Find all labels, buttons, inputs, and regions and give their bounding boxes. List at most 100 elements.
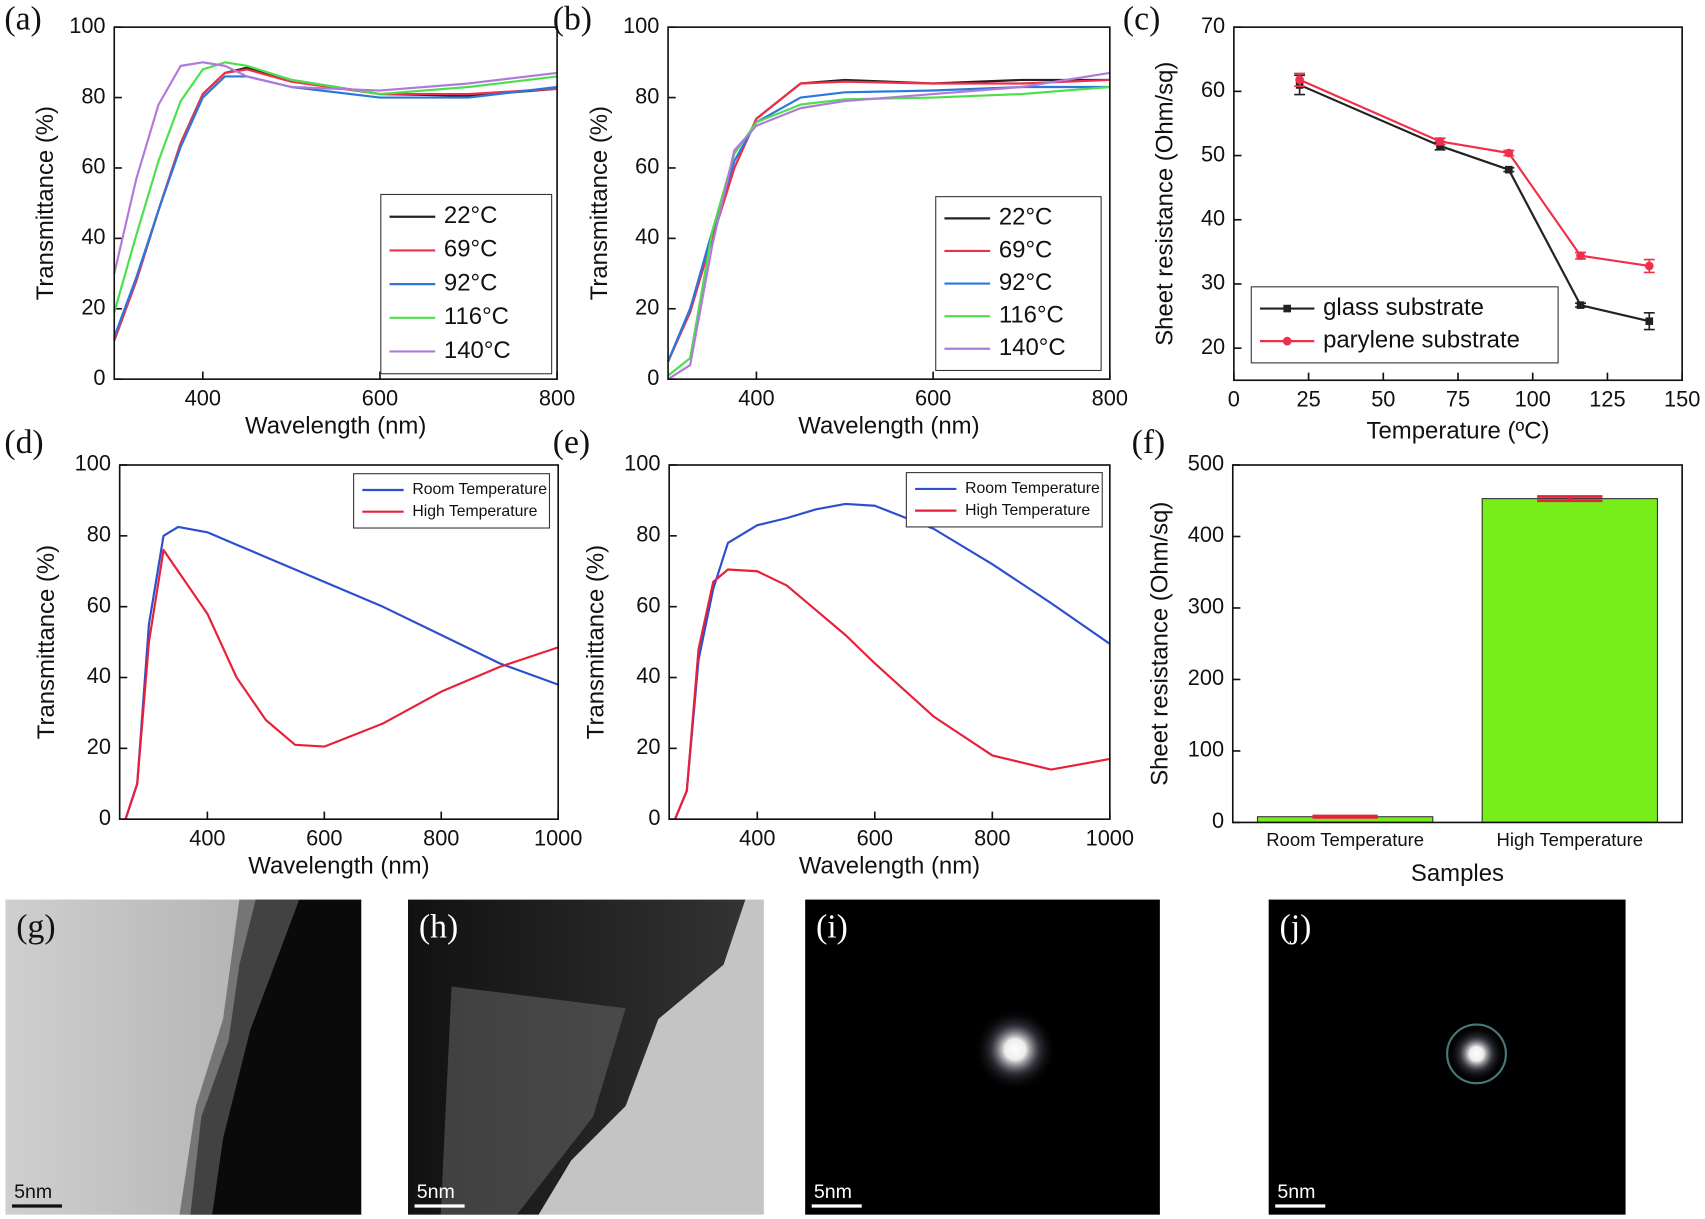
diffraction-spot xyxy=(1448,1025,1505,1083)
plot-frame xyxy=(118,464,559,821)
panel-label: (e) xyxy=(553,424,590,461)
x-tick-label: 75 xyxy=(1446,387,1470,412)
legend-label: 116°C xyxy=(444,303,509,330)
x-tick-label: 800 xyxy=(539,386,575,411)
image-label: (g) xyxy=(16,909,55,946)
legend-label: glass substrate xyxy=(1323,294,1484,321)
y-tick-label: 20 xyxy=(636,734,660,759)
plot-frame xyxy=(113,26,558,380)
x-axis-label: Wavelength (nm) xyxy=(248,852,429,879)
x-axis-label: Wavelength (nm) xyxy=(245,412,426,439)
series-line xyxy=(674,502,1111,820)
x-tick-label: 125 xyxy=(1589,387,1625,412)
y-tick-label: 20 xyxy=(635,295,659,320)
scale-bar-label: 5nm xyxy=(1277,1181,1315,1203)
legend-label: 116°C xyxy=(999,301,1064,328)
x-tick-label: 100 xyxy=(1515,387,1551,412)
y-axis-label: Transmittance (%) xyxy=(32,106,59,300)
y-tick-label: 80 xyxy=(81,83,105,108)
y-tick-label: 200 xyxy=(1188,665,1224,690)
series-line xyxy=(113,61,558,313)
error-bar xyxy=(1537,495,1603,503)
x-tick-label: 0 xyxy=(1228,387,1240,412)
x-tick-label: 600 xyxy=(857,826,893,851)
x-axis-label: Temperature (ºC) xyxy=(1367,418,1550,445)
point xyxy=(1576,251,1585,261)
error-bar xyxy=(1312,814,1378,819)
x-axis-label: Wavelength (nm) xyxy=(798,412,979,439)
y-tick-label: 100 xyxy=(624,451,660,476)
panel-label: (d) xyxy=(4,424,43,461)
y-tick-label: 100 xyxy=(69,13,105,38)
legend-label: 140°C xyxy=(444,337,511,364)
y-tick-label: 60 xyxy=(1201,77,1225,102)
y-tick-label: 100 xyxy=(623,13,659,38)
series-line xyxy=(113,75,558,338)
point xyxy=(1505,165,1513,174)
x-tick-label: 800 xyxy=(1092,386,1128,411)
y-axis-label: Transmittance (%) xyxy=(586,106,613,300)
y-tick-label: 20 xyxy=(81,295,105,320)
series-line xyxy=(667,85,1110,362)
x-tick-label: 150 xyxy=(1664,387,1700,412)
x-tick-label: 50 xyxy=(1371,387,1395,412)
y-tick-label: 60 xyxy=(81,154,105,179)
x-tick-label: 1000 xyxy=(534,826,582,851)
y-tick-label: 80 xyxy=(635,83,659,108)
legend-marker xyxy=(1282,336,1292,346)
legend-box xyxy=(353,473,551,529)
y-tick-label: 40 xyxy=(81,224,105,249)
plot-frame xyxy=(667,26,1111,380)
image-label: (j) xyxy=(1280,909,1312,946)
point xyxy=(1645,317,1654,325)
y-tick-label: 40 xyxy=(635,224,659,249)
x-axis-label: Wavelength (nm) xyxy=(799,852,980,879)
point xyxy=(1295,75,1304,85)
y-tick-label: 40 xyxy=(1201,206,1225,231)
x-tick-label: 600 xyxy=(915,386,951,411)
series-line xyxy=(667,71,1110,381)
diffraction-ring xyxy=(1446,1023,1507,1085)
legend-label: High Temperature xyxy=(412,503,537,520)
panel-label: (f) xyxy=(1132,424,1166,461)
y-tick-label: 400 xyxy=(1188,522,1224,547)
y-axis-label: Transmittance (%) xyxy=(583,545,610,739)
x-tick-label: 25 xyxy=(1296,387,1320,412)
y-tick-label: 300 xyxy=(1188,594,1224,619)
legend-label: 92°C xyxy=(999,269,1052,296)
image-label: (i) xyxy=(816,909,848,946)
x-tick-label: 400 xyxy=(189,826,225,851)
plot-frame xyxy=(1233,26,1683,382)
y-tick-label: 60 xyxy=(636,592,660,617)
plot-frame xyxy=(668,464,1111,821)
x-tick-label: 400 xyxy=(185,386,221,411)
legend-marker xyxy=(1283,304,1291,313)
x-tick-label: 400 xyxy=(738,386,774,411)
legend-label: 140°C xyxy=(999,334,1066,361)
y-tick-label: 100 xyxy=(1188,737,1224,762)
x-tick-label: 600 xyxy=(306,826,342,851)
legend-label: High Temperature xyxy=(965,502,1090,519)
x-axis-label: Samples xyxy=(1411,860,1504,887)
y-tick-label: 30 xyxy=(1201,270,1225,295)
x-tick-label: 600 xyxy=(362,386,398,411)
legend-box xyxy=(905,472,1103,528)
y-tick-label: 0 xyxy=(93,365,105,390)
series-line xyxy=(1299,83,1650,323)
micrograph-edge xyxy=(179,899,300,1215)
y-tick-label: 20 xyxy=(87,734,111,759)
series-line xyxy=(113,61,558,274)
x-tick-label: 1000 xyxy=(1086,826,1134,851)
legend-label: 69°C xyxy=(999,236,1052,263)
x-tick-label: 400 xyxy=(739,826,775,851)
y-tick-label: 60 xyxy=(87,592,111,617)
y-tick-label: 80 xyxy=(87,522,111,547)
series-line xyxy=(667,85,1110,377)
image-label: (h) xyxy=(419,909,458,946)
y-tick-label: 100 xyxy=(75,451,111,476)
y-tick-label: 40 xyxy=(636,663,660,688)
legend-label: 22°C xyxy=(444,202,497,229)
legend-label: Room Temperature xyxy=(412,481,547,498)
x-tick-label: High Temperature xyxy=(1497,829,1644,850)
